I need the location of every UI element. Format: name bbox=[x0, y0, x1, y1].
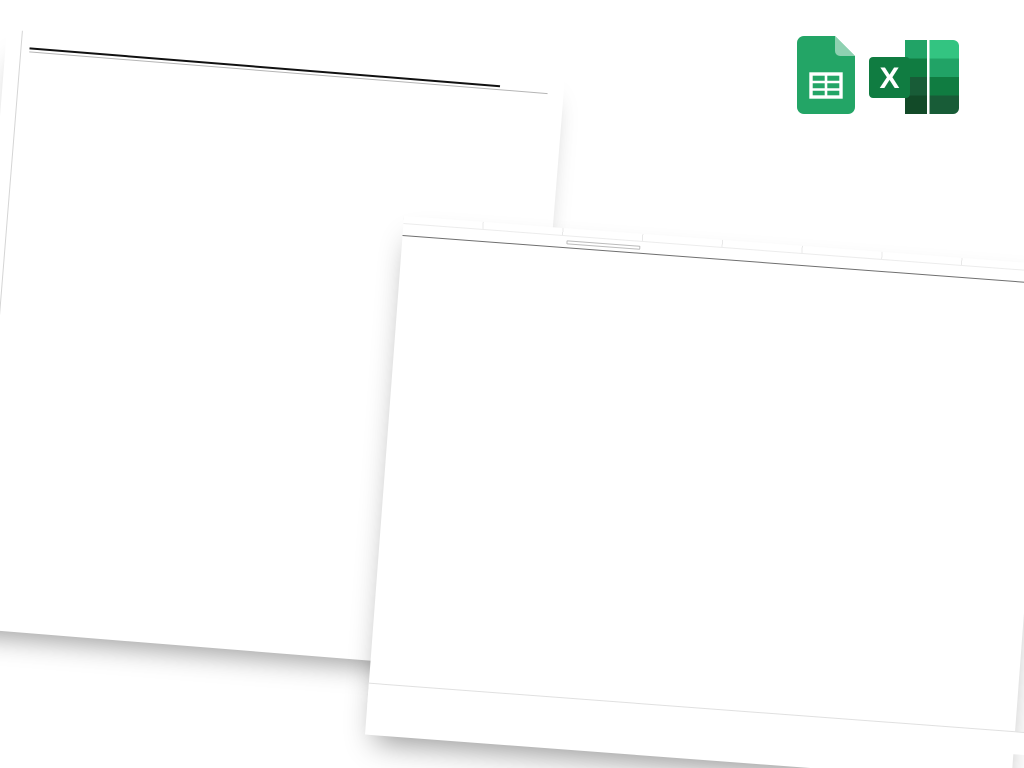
capital-injections-rows bbox=[28, 67, 546, 109]
dashboard-right-column bbox=[821, 276, 1024, 691]
sheet-title bbox=[29, 43, 501, 88]
bottom-charts-row bbox=[413, 514, 811, 665]
margins-chart bbox=[850, 285, 1024, 300]
new-sales-panel bbox=[590, 528, 807, 665]
market-size-chart bbox=[413, 520, 571, 643]
use-of-funds-rows bbox=[28, 67, 546, 109]
premoney-rows bbox=[28, 67, 546, 109]
dashboard-sheet-screenshot bbox=[365, 216, 1024, 768]
google-sheets-icon bbox=[797, 36, 855, 119]
svg-text:X: X bbox=[879, 62, 899, 95]
premoney-section bbox=[28, 67, 546, 109]
financial-valuation-chart bbox=[407, 134, 557, 156]
use-of-funds-heading bbox=[28, 67, 546, 109]
break-even-value bbox=[849, 299, 1024, 314]
financial-valuation-axis bbox=[407, 144, 557, 156]
wacc-section bbox=[28, 67, 546, 109]
margins-legend bbox=[850, 285, 1024, 300]
revenue-breakdown-panel bbox=[432, 251, 830, 404]
cap-table-rows bbox=[28, 67, 546, 109]
cash-balance-chart-title bbox=[848, 307, 1024, 322]
revenue-streams-title bbox=[849, 295, 1024, 310]
kpi-value bbox=[850, 285, 1024, 300]
dashboard-left-column bbox=[412, 245, 831, 675]
title-divider bbox=[29, 51, 548, 95]
cap-table-heading bbox=[28, 67, 546, 109]
break-even-label bbox=[849, 299, 1024, 314]
sheet-tab-bar bbox=[367, 682, 1024, 768]
revenue-streams-chart bbox=[849, 295, 1024, 310]
margins-title bbox=[850, 285, 1024, 300]
revenue-streams-panel bbox=[849, 295, 1024, 310]
premoney-col-headers bbox=[28, 67, 546, 109]
premoney-heading bbox=[28, 67, 546, 109]
fundraising-section bbox=[28, 67, 546, 109]
wacc-rows bbox=[28, 67, 546, 109]
wacc-col-headers bbox=[28, 67, 546, 109]
excel-icon: X bbox=[869, 40, 965, 119]
valuation-sheet-content bbox=[28, 43, 548, 109]
row-number-gutter bbox=[0, 29, 23, 629]
capital-injections-heading bbox=[28, 67, 546, 109]
ebitda-panel bbox=[423, 381, 821, 532]
revenue-streams-legend bbox=[849, 295, 1024, 310]
dashboard-body bbox=[372, 236, 1024, 691]
kpi-years-to-breakeven bbox=[850, 285, 1024, 300]
revenue-breakdown-chart bbox=[462, 253, 830, 404]
fundraising-heading bbox=[28, 67, 546, 109]
new-sales-chart bbox=[590, 533, 806, 660]
wacc-heading bbox=[28, 67, 546, 109]
kpi-irr bbox=[850, 285, 1024, 300]
use-of-funds-section bbox=[28, 67, 546, 109]
kpi-value bbox=[850, 285, 1024, 300]
financial-valuation-title bbox=[408, 134, 558, 146]
break-even-stat bbox=[849, 299, 1024, 314]
kpi-label bbox=[850, 285, 1024, 300]
market-size-panel bbox=[413, 514, 572, 647]
margins-panel bbox=[850, 285, 1024, 300]
ebitda-chart bbox=[453, 383, 821, 532]
kpi-label bbox=[850, 285, 1024, 300]
